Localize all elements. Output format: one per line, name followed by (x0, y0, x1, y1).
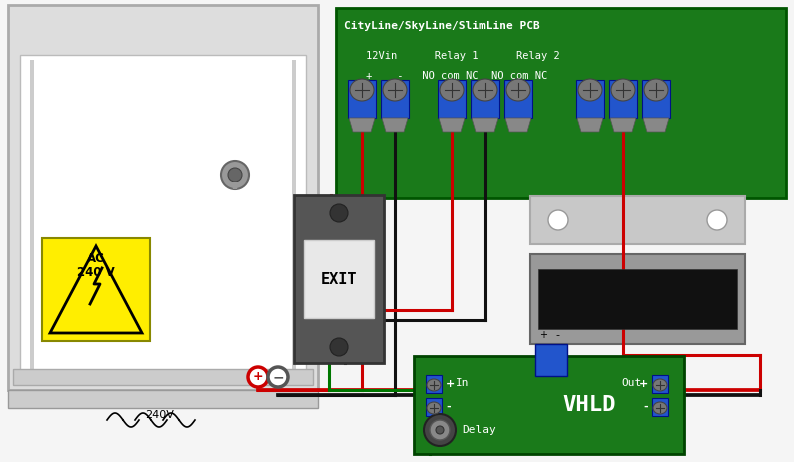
Bar (426, 375, 442, 393)
Ellipse shape (350, 79, 374, 101)
Ellipse shape (473, 79, 497, 101)
Bar (8, 5, 318, 390)
Circle shape (436, 426, 444, 434)
Text: Delay: Delay (462, 425, 495, 435)
Polygon shape (577, 118, 603, 132)
Text: AC: AC (87, 253, 105, 266)
Polygon shape (231, 182, 239, 189)
Bar (348, 80, 376, 118)
Polygon shape (349, 118, 375, 132)
Ellipse shape (653, 379, 667, 391)
Text: 12Vin      Relay 1      Relay 2: 12Vin Relay 1 Relay 2 (366, 51, 560, 61)
Bar (292, 60, 296, 370)
Bar (538, 269, 737, 329)
Bar (336, 8, 786, 198)
Polygon shape (610, 118, 636, 132)
Bar (504, 80, 532, 118)
Text: +: + (638, 379, 648, 389)
Text: +: + (539, 330, 547, 340)
Polygon shape (382, 118, 408, 132)
Text: -: - (446, 402, 451, 412)
Bar (294, 195, 384, 363)
Polygon shape (50, 246, 142, 333)
Bar (471, 80, 499, 118)
Circle shape (430, 420, 450, 440)
Bar (576, 80, 604, 118)
Text: 240 V: 240 V (77, 267, 115, 280)
Bar (30, 60, 34, 370)
Ellipse shape (653, 402, 667, 414)
Ellipse shape (427, 402, 441, 414)
Circle shape (548, 210, 568, 230)
Text: In: In (456, 378, 469, 388)
Text: CityLine/SkyLine/SlimLine PCB: CityLine/SkyLine/SlimLine PCB (344, 21, 540, 31)
Text: VHLD: VHLD (563, 395, 616, 415)
Circle shape (330, 204, 348, 222)
Bar (530, 254, 745, 344)
Ellipse shape (506, 79, 530, 101)
Ellipse shape (578, 79, 602, 101)
Text: +: + (252, 371, 264, 383)
Text: -: - (555, 330, 559, 340)
Bar (381, 80, 409, 118)
Bar (609, 80, 637, 118)
Bar (652, 375, 668, 393)
Bar (438, 80, 466, 118)
Circle shape (424, 414, 456, 446)
Bar (414, 356, 684, 454)
Text: +    -   NO com NC  NO com NC: + - NO com NC NO com NC (366, 71, 547, 81)
Bar (535, 344, 567, 376)
Ellipse shape (440, 79, 464, 101)
Ellipse shape (644, 79, 668, 101)
Text: +: + (446, 379, 455, 389)
Bar (530, 196, 745, 244)
Ellipse shape (383, 79, 407, 101)
Bar (426, 398, 442, 416)
Text: -: - (643, 402, 648, 412)
Polygon shape (439, 118, 465, 132)
Bar (42, 238, 150, 341)
Text: Out: Out (622, 378, 642, 388)
Circle shape (248, 367, 268, 387)
Polygon shape (505, 118, 531, 132)
Ellipse shape (427, 379, 441, 391)
Polygon shape (643, 118, 669, 132)
Ellipse shape (611, 79, 635, 101)
Bar (304, 240, 374, 318)
Bar (8, 390, 318, 408)
Polygon shape (472, 118, 498, 132)
Circle shape (707, 210, 727, 230)
Text: 240V: 240V (145, 410, 175, 420)
Text: −: − (272, 370, 283, 384)
Circle shape (221, 161, 249, 189)
Circle shape (228, 168, 242, 182)
Bar (20, 55, 306, 375)
Bar (642, 80, 670, 118)
Bar (652, 398, 668, 416)
Circle shape (268, 367, 288, 387)
Text: EXIT: EXIT (321, 272, 357, 286)
Bar (13, 369, 313, 385)
Circle shape (330, 338, 348, 356)
